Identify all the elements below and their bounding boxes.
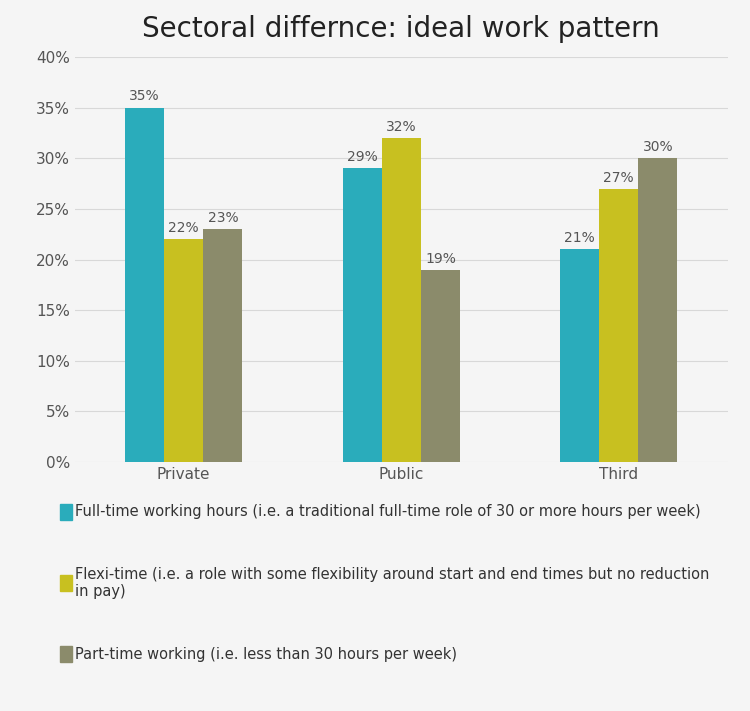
Text: Flexi-time (i.e. a role with some flexibility around start and end times but no : Flexi-time (i.e. a role with some flexib… [75,567,710,599]
Text: 22%: 22% [169,221,199,235]
Bar [382,138,421,462]
Text: 21%: 21% [564,231,595,245]
Text: 35%: 35% [129,90,160,104]
Text: Part-time working (i.e. less than 30 hours per week): Part-time working (i.e. less than 30 hou… [75,646,457,662]
Bar [203,229,242,462]
Bar [638,158,677,462]
Text: Full-time working hours (i.e. a traditional full-time role of 30 or more hours p: Full-time working hours (i.e. a traditio… [75,504,700,520]
Bar [421,269,460,462]
Text: 32%: 32% [386,120,416,134]
Text: 19%: 19% [425,252,456,266]
Bar [599,188,638,462]
Bar [164,239,203,462]
Text: 30%: 30% [643,140,674,154]
Bar [125,107,164,462]
Bar [343,169,382,462]
Text: 23%: 23% [208,211,238,225]
Text: 29%: 29% [346,150,377,164]
Bar [560,250,599,462]
Text: 27%: 27% [604,171,634,185]
Title: Sectoral differnce: ideal work pattern: Sectoral differnce: ideal work pattern [142,16,660,43]
